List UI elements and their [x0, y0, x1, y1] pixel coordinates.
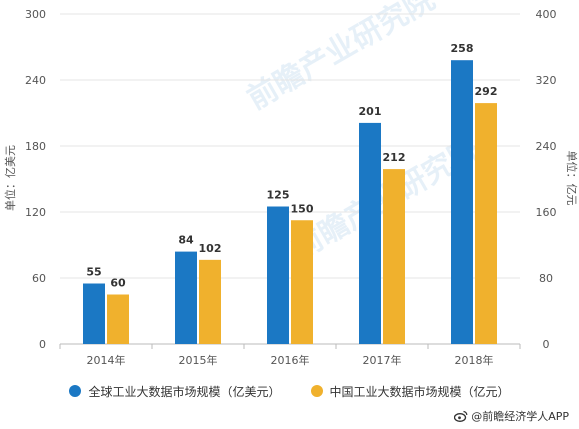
- axes: 0 60 120 180 240 300 0 80 160 240 320 400 2014年 2015年…: [25, 8, 557, 367]
- bar-global: [175, 251, 197, 344]
- watermark-text-1: 前瞻产业研究院: [242, 0, 441, 117]
- data-label-china: 212: [383, 151, 406, 164]
- legend-label-global: 全球工业大数据市场规模（亿美元）: [88, 384, 281, 399]
- data-label-global: 201: [359, 105, 382, 118]
- y-tick-label-left: 240: [25, 74, 46, 87]
- legend-item-china: 中国工业大数据市场规模（亿元）: [310, 383, 510, 400]
- y-tick-label-right: 400: [536, 8, 557, 21]
- y-tick-label-left: 300: [25, 8, 46, 21]
- bar-china: [107, 294, 129, 344]
- data-label-global: 258: [451, 42, 474, 55]
- legend-swatch-global: [69, 385, 82, 397]
- y-tick-label-right: 320: [536, 74, 557, 87]
- data-label-china: 150: [291, 202, 314, 215]
- y-tick-label-right: 80: [539, 272, 553, 285]
- y-axis-title-left: 单位：亿美元: [3, 145, 17, 211]
- legend-label-china: 中国工业大数据市场规模（亿元）: [329, 384, 510, 399]
- x-tick-label: 2016年: [271, 353, 310, 367]
- x-tick-label: 2014年: [87, 353, 126, 367]
- y-tick-label-right: 0: [543, 338, 550, 351]
- data-label-china: 292: [475, 85, 498, 98]
- bar-chart: 前瞻产业研究院 前瞻产业研究院 556084102125150201212258…: [3, 0, 579, 367]
- y-tick-label-left: 180: [25, 140, 46, 153]
- x-tick-label: 2018年: [455, 353, 494, 367]
- y-tick-label-left: 120: [25, 206, 46, 219]
- bars: [83, 60, 497, 345]
- x-tick-label: 2017年: [363, 353, 402, 367]
- y-tick-label-left: 0: [39, 338, 46, 351]
- bar-china: [291, 220, 313, 344]
- bar-global: [267, 206, 289, 344]
- y-tick-label-right: 240: [536, 140, 557, 153]
- weibo-icon: [454, 410, 468, 422]
- x-tick-label: 2015年: [179, 353, 218, 367]
- data-label-global: 55: [86, 266, 101, 279]
- gridlines: [60, 13, 520, 345]
- bar-china: [383, 169, 405, 344]
- legend: 全球工业大数据市场规模（亿美元） 中国工业大数据市场规模（亿元）: [0, 378, 579, 404]
- bar-china: [199, 259, 221, 344]
- credit-text: @前瞻经济学人APP: [471, 410, 569, 423]
- bar-global: [359, 122, 381, 345]
- y-tick-label-right: 160: [536, 206, 557, 219]
- data-label-china: 102: [199, 242, 222, 255]
- bar-global: [451, 60, 473, 344]
- data-label-global: 125: [267, 189, 290, 202]
- credit: @前瞻经济学人APP: [454, 408, 569, 424]
- y-axis-title-right: 单位：亿元: [565, 151, 579, 206]
- data-label-global: 84: [178, 234, 194, 247]
- y-tick-label-left: 60: [32, 272, 46, 285]
- legend-swatch-china: [310, 385, 323, 397]
- legend-item-global: 全球工业大数据市场规模（亿美元）: [69, 383, 281, 400]
- bar-global: [83, 283, 105, 344]
- data-label-china: 60: [110, 277, 126, 290]
- bar-china: [475, 103, 497, 344]
